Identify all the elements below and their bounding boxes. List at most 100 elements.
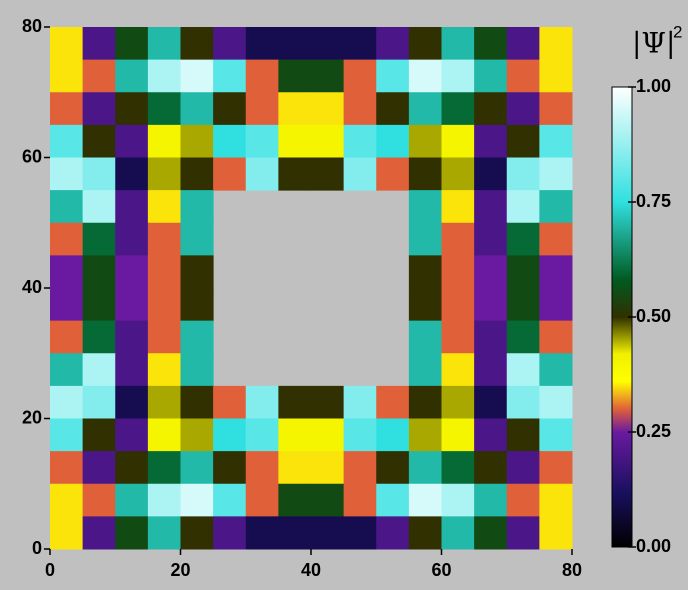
- heatmap-cell: [506, 451, 540, 485]
- heatmap-cell: [50, 516, 84, 550]
- heatmap-cell: [147, 27, 181, 61]
- colorbar-label-power: 2: [673, 22, 682, 41]
- heatmap-cell: [376, 124, 410, 158]
- heatmap-cell: [180, 255, 214, 289]
- heatmap-cell: [376, 27, 410, 61]
- heatmap-cell: [50, 288, 84, 322]
- heatmap-cell: [180, 190, 214, 224]
- heatmap-cell: [147, 190, 181, 224]
- heatmap-cell: [311, 418, 345, 452]
- heatmap-cell: [50, 385, 84, 419]
- heatmap-cell: [278, 483, 312, 517]
- heatmap-cell: [147, 255, 181, 289]
- heatmap-cell: [50, 353, 84, 387]
- heatmap-cell: [539, 27, 573, 61]
- heatmap-cell: [408, 255, 442, 289]
- heatmap-cell: [408, 190, 442, 224]
- y-tick-label: 80: [22, 16, 42, 36]
- heatmap-cell: [82, 320, 116, 354]
- heatmap-cell: [147, 288, 181, 322]
- heatmap-cell: [441, 255, 475, 289]
- x-tick-label: 40: [301, 560, 321, 580]
- heatmap-cell: [474, 516, 508, 550]
- heatmap-cell: [311, 451, 345, 485]
- heatmap-cell: [506, 288, 540, 322]
- heatmap-cell: [474, 190, 508, 224]
- heatmap-cell: [506, 353, 540, 387]
- heatmap-cell: [50, 92, 84, 126]
- heatmap-cell: [506, 222, 540, 256]
- heatmap-cell: [82, 59, 116, 93]
- heatmap-cell: [115, 483, 149, 517]
- heatmap-cell: [539, 385, 573, 419]
- heatmap-cell: [539, 353, 573, 387]
- heatmap-cell: [245, 451, 279, 485]
- heatmap-cell: [180, 288, 214, 322]
- heatmap-cell: [213, 418, 247, 452]
- heatmap-cell: [441, 516, 475, 550]
- heatmap-cell: [506, 418, 540, 452]
- heatmap-cell: [50, 59, 84, 93]
- heatmap-cell: [278, 516, 312, 550]
- heatmap-cell: [147, 320, 181, 354]
- heatmap-cell: [180, 418, 214, 452]
- heatmap-cell: [376, 418, 410, 452]
- heatmap-cell: [441, 124, 475, 158]
- heatmap-cell: [506, 27, 540, 61]
- heatmap-cell: [278, 385, 312, 419]
- heatmap-cell: [115, 418, 149, 452]
- colorbar-tick-label: 0.50: [636, 306, 671, 326]
- heatmap-cell: [376, 451, 410, 485]
- heatmap-cell: [506, 59, 540, 93]
- heatmap-cell: [474, 157, 508, 191]
- heatmap-cell: [180, 353, 214, 387]
- x-tick-label: 20: [170, 560, 190, 580]
- heatmap-cell: [213, 157, 247, 191]
- x-tick-label: 80: [562, 560, 582, 580]
- heatmap-cell: [50, 418, 84, 452]
- heatmap-cell: [506, 157, 540, 191]
- heatmap-cell: [441, 288, 475, 322]
- heatmap-cell: [506, 190, 540, 224]
- heatmap-cell: [82, 92, 116, 126]
- heatmap-cell: [408, 222, 442, 256]
- heatmap-cell: [278, 27, 312, 61]
- colorbar-tick-label: 0.75: [636, 191, 671, 211]
- heatmap-cell: [474, 353, 508, 387]
- heatmap-cell: [245, 157, 279, 191]
- heatmap-cell: [50, 483, 84, 517]
- heatmap-cell: [147, 59, 181, 93]
- heatmap-cell: [441, 353, 475, 387]
- heatmap-cell: [213, 59, 247, 93]
- heatmap-cell: [180, 222, 214, 256]
- heatmap-cell: [50, 157, 84, 191]
- heatmap-cell: [278, 59, 312, 93]
- heatmap-cell: [245, 27, 279, 61]
- heatmap-cell: [115, 516, 149, 550]
- heatmap-cell: [311, 59, 345, 93]
- heatmap-cell: [278, 451, 312, 485]
- heatmap-cell: [147, 124, 181, 158]
- heatmap-cell: [343, 157, 377, 191]
- heatmap-cell: [147, 418, 181, 452]
- heatmap-cell: [82, 27, 116, 61]
- heatmap-cell: [50, 124, 84, 158]
- heatmap-cell: [474, 385, 508, 419]
- heatmap-cell: [506, 124, 540, 158]
- heatmap-cell: [180, 27, 214, 61]
- heatmap-cell: [441, 483, 475, 517]
- heatmap-cell: [343, 124, 377, 158]
- heatmap-cell: [115, 92, 149, 126]
- heatmap-cell: [147, 222, 181, 256]
- heatmap-cell: [441, 418, 475, 452]
- heatmap-cell: [311, 385, 345, 419]
- heatmap-cell: [245, 59, 279, 93]
- heatmap-cell: [474, 222, 508, 256]
- heatmap-cell: [180, 92, 214, 126]
- heatmap-cell: [311, 516, 345, 550]
- heatmap-cell: [376, 157, 410, 191]
- heatmap-cell: [213, 92, 247, 126]
- heatmap-cell: [82, 516, 116, 550]
- heatmap-cell: [441, 27, 475, 61]
